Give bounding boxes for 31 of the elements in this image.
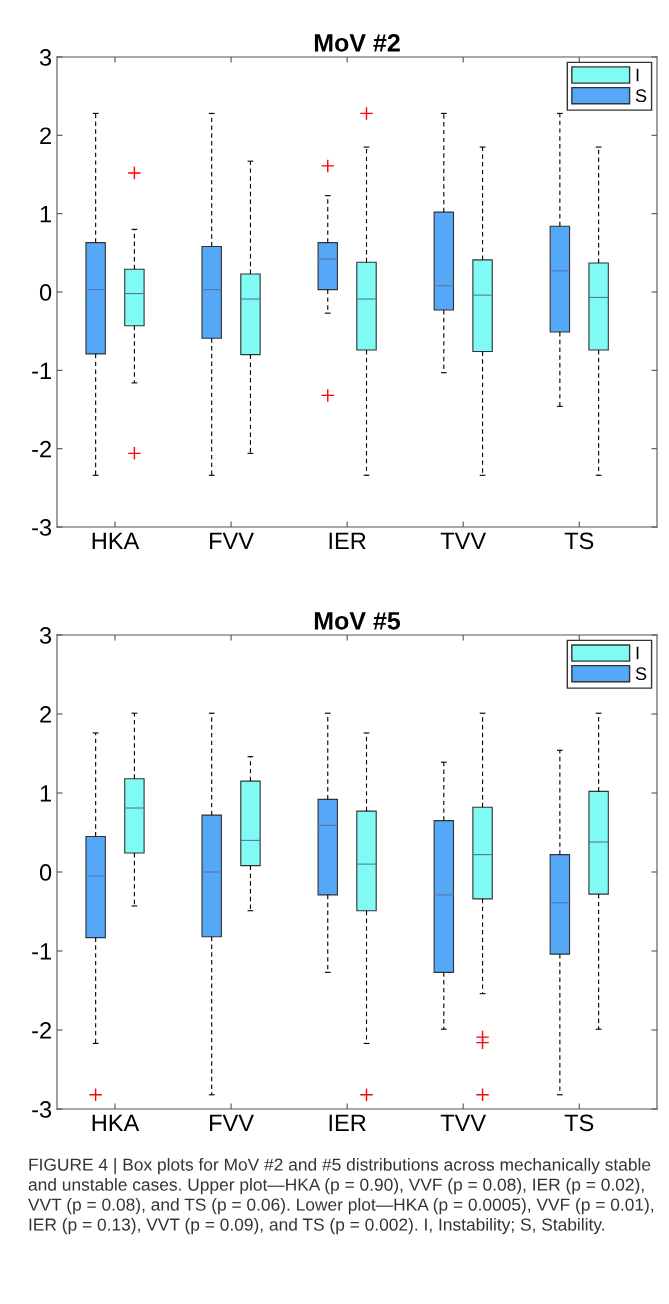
x-tick-label: IER bbox=[329, 532, 366, 549]
y-tick-label: 1 bbox=[40, 205, 51, 223]
x-tick-label: TVV bbox=[440, 1114, 487, 1131]
x-tick-label: TS bbox=[564, 1114, 594, 1132]
y-tick-label: -3 bbox=[32, 519, 52, 536]
y-tick-label: -1 bbox=[32, 943, 51, 960]
legend-label: I bbox=[636, 68, 639, 82]
chart-title: MoV #5 bbox=[314, 612, 401, 630]
y-tick-label: 0 bbox=[39, 284, 52, 301]
y-tick-label: 0 bbox=[39, 864, 52, 881]
legend-label: S bbox=[635, 89, 647, 103]
y-tick-label: 3 bbox=[39, 49, 52, 66]
x-tick-label: HKA bbox=[92, 532, 140, 549]
x-tick-label: FVV bbox=[210, 532, 254, 549]
chart-title: MoV #2 bbox=[314, 33, 400, 52]
x-tick-label: HKA bbox=[92, 1114, 140, 1131]
y-tick-label: -2 bbox=[32, 1022, 51, 1039]
y-tick-label: -2 bbox=[32, 440, 51, 458]
y-tick-label: 2 bbox=[40, 127, 51, 144]
y-tick-label: -3 bbox=[32, 1101, 52, 1118]
caption: FIGURE 4 | Box plots for MoV #2 and #5 distributions across mechanically stable and unstable cases. Upper plot—HKA (p = 0.90), VVF (p = 0.08), IER (p = 0.02), VVT (p = 0.08), and TS (p = 0.06). Lower plot—HKA (p = 0.0005), VVF (p = 0.01), IER (p = 0.13), VVT (p = 0.09), and TS (p = 0.002). I, Instability; S, Stability. bbox=[28, 1158, 654, 1235]
y-tick-label: -1 bbox=[32, 362, 51, 379]
x-tick-label: TVV bbox=[440, 532, 487, 549]
x-tick-label: IER bbox=[329, 1114, 366, 1131]
y-tick-label: 2 bbox=[40, 706, 51, 723]
x-tick-label: FVV bbox=[210, 1114, 254, 1131]
legend-label: S bbox=[635, 667, 647, 681]
x-tick-label: TS bbox=[564, 532, 594, 550]
y-tick-label: 1 bbox=[40, 785, 51, 802]
legend-label: I bbox=[636, 646, 639, 660]
y-tick-label: 3 bbox=[39, 627, 52, 644]
